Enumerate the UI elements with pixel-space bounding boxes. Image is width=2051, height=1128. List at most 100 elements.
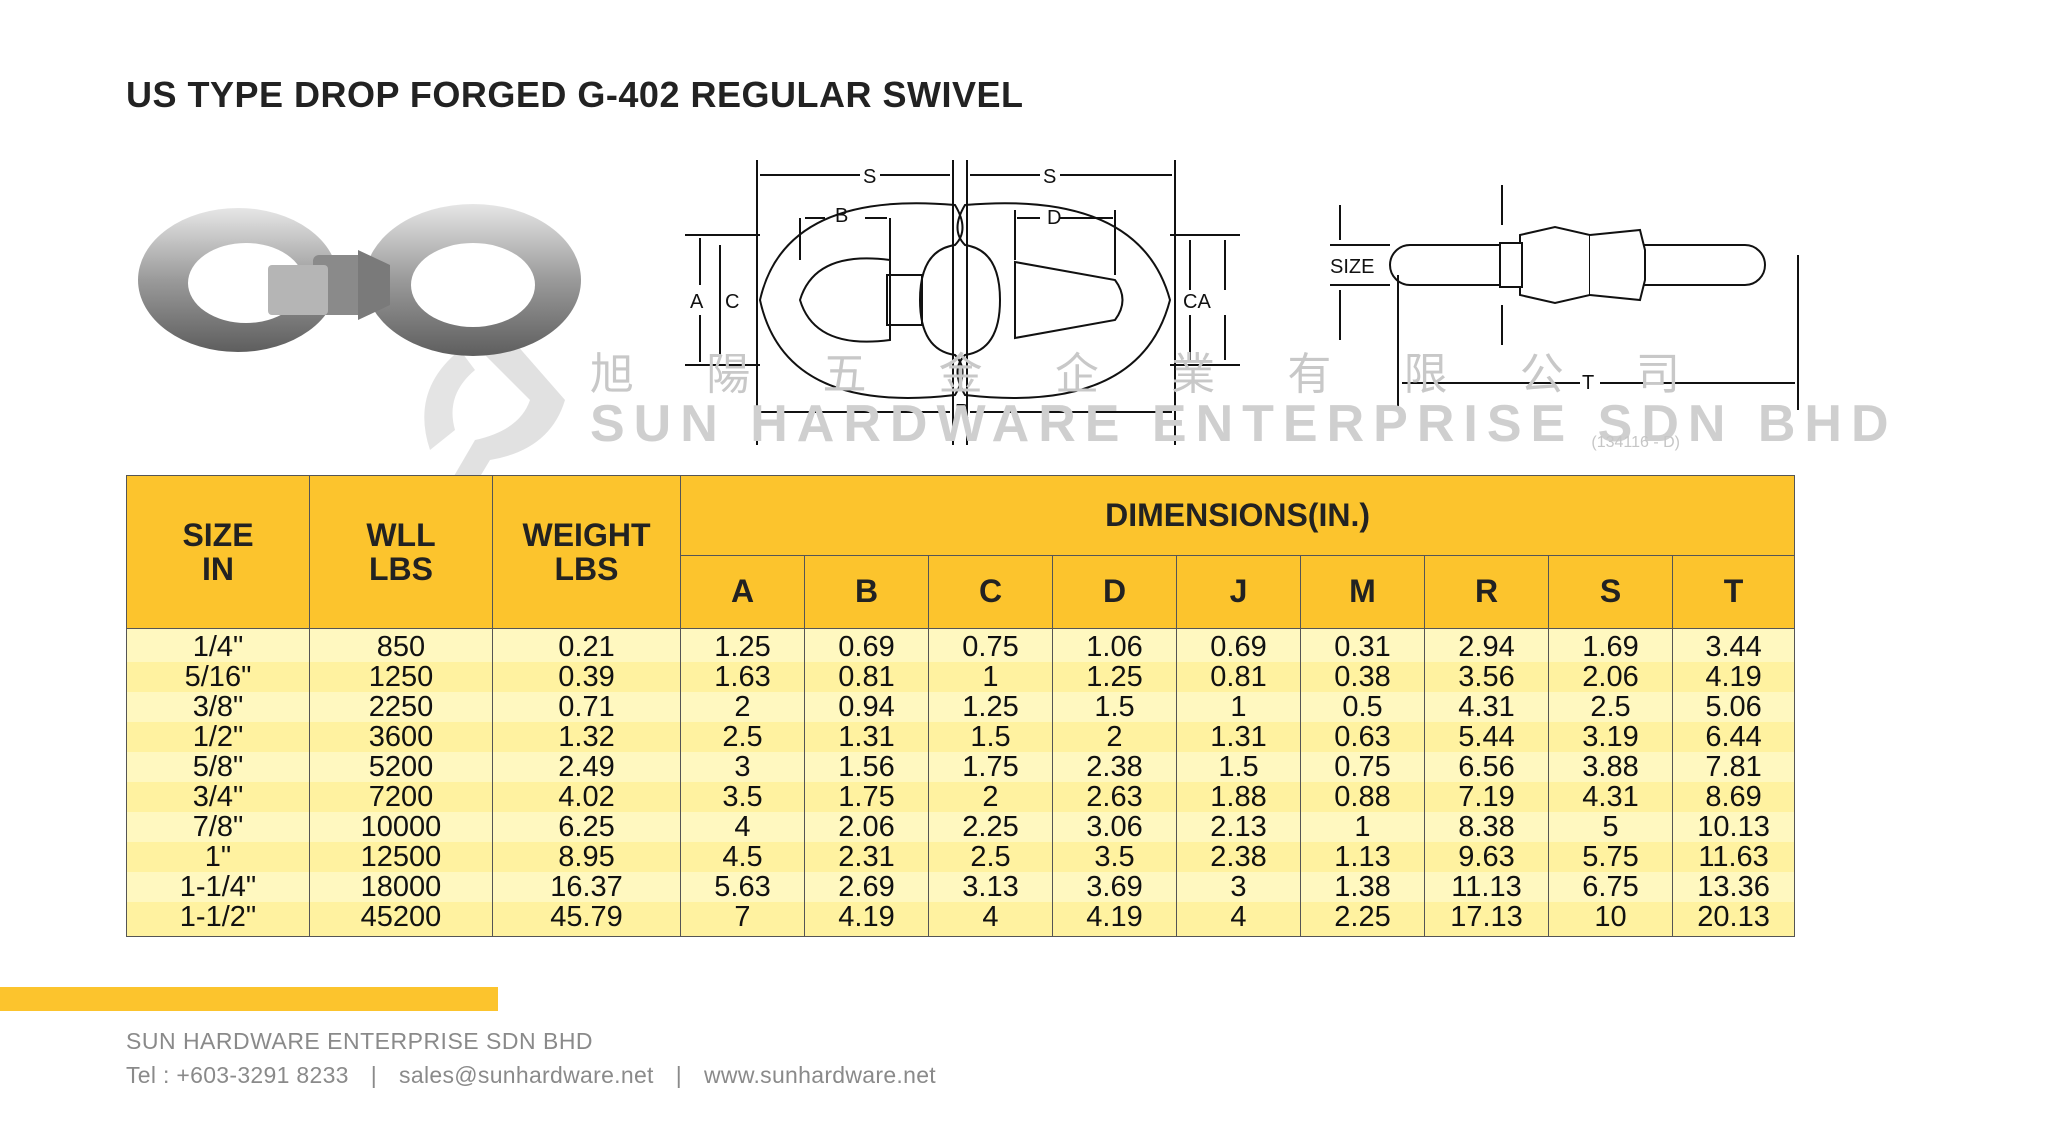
table-cell: 9.63 [1424,842,1549,872]
header-size: SIZE IN [126,475,310,629]
table-cell: 1-1/4" [126,872,310,902]
table-cell: 3600 [309,722,493,752]
table-cell: 2 [928,782,1053,812]
table-cell: 3/8" [126,692,310,722]
label-size: SIZE [1330,256,1374,278]
spec-table: SIZE IN WLL LBS WEIGHT LBS DIMENSIONS(IN.) … [126,475,1796,937]
table-row: 7/8" 10000 6.25 4 2.06 2.25 3.06 2.13 1 8.38 5 10.1… [126,812,1796,842]
header-dim-a: A [680,554,805,630]
table-cell: 1.88 [1176,782,1301,812]
table-cell: 2.06 [804,812,929,842]
table-cell: 2.49 [492,752,681,782]
table-cell: 1.31 [1176,722,1301,752]
watermark-logo [424,320,565,510]
table-cell: 1/4" [126,628,310,662]
table-cell: 1.25 [1052,662,1177,692]
table-cell: 16.37 [492,872,681,902]
table-cell: 0.88 [1300,782,1425,812]
table-cell: 8.69 [1671,782,1796,812]
table-cell: 45200 [309,902,493,937]
swivel-side-diagram: SIZE T [1330,185,1799,410]
table-cell: 2.25 [1300,902,1425,937]
table-cell: 1.5 [1052,692,1177,722]
table-cell: 0.81 [1176,662,1301,692]
table-cell: 1.31 [804,722,929,752]
table-cell: 1250 [309,662,493,692]
table-cell: 4.31 [1424,692,1549,722]
table-row: 1-1/4" 18000 16.37 5.63 2.69 3.13 3.69 3 1.38 11.… [126,872,1796,902]
table-cell: 6.44 [1671,722,1796,752]
table-cell: 0.69 [804,628,929,662]
table-cell: 2.31 [804,842,929,872]
table-cell: 4.31 [1548,782,1673,812]
table-cell: 1" [126,842,310,872]
table-cell: 3.5 [680,782,805,812]
table-cell: 10 [1548,902,1673,937]
table-cell: 1.25 [928,692,1053,722]
table-cell: 3.06 [1052,812,1177,842]
table-cell: 17.13 [1424,902,1549,937]
table-row: 1" 12500 8.95 4.5 2.31 2.5 3.5 2.38 1.13 9.63 5.75… [126,842,1796,872]
table-cell: 3.88 [1548,752,1673,782]
table-cell: 4 [928,902,1053,937]
table-cell: 1.13 [1300,842,1425,872]
table-cell: 850 [309,628,493,662]
table-cell: 6.56 [1424,752,1549,782]
table-cell: 1.32 [492,722,681,752]
header-dim-j: J [1176,554,1301,630]
table-cell: 1 [1300,812,1425,842]
table-cell: 3.13 [928,872,1053,902]
label-b: B [835,205,848,227]
swivel-photo [138,204,581,356]
table-cell: 4.19 [804,902,929,937]
table-cell: 3.5 [1052,842,1177,872]
table-cell: 3.69 [1052,872,1177,902]
table-cell: 2.5 [928,842,1053,872]
page-title: US TYPE DROP FORGED G-402 REGULAR SWIVEL [126,74,1024,115]
table-cell: 2.5 [1548,692,1673,722]
table-cell: 2250 [309,692,493,722]
table-cell: 8.38 [1424,812,1549,842]
table-cell: 1.5 [1176,752,1301,782]
table-cell: 0.75 [928,628,1053,662]
table-cell: 2.06 [1548,662,1673,692]
header-dim-c: C [928,554,1053,630]
table-cell: 10000 [309,812,493,842]
header-dim-r: R [1424,554,1549,630]
footer-separator: | [675,1062,683,1088]
table-cell: 4.19 [1052,902,1177,937]
footer-email[interactable]: sales@sunhardware.net [399,1062,654,1088]
table-cell: 1 [928,662,1053,692]
accent-bar [0,987,498,1011]
table-cell: 5200 [309,752,493,782]
table-cell: 2.13 [1176,812,1301,842]
table-row: 3/4" 7200 4.02 3.5 1.75 2 2.63 1.88 0.88 7.19 4.31… [126,782,1796,812]
table-cell: 4.02 [492,782,681,812]
label-t: T [1582,372,1594,394]
label-r: R [955,401,969,423]
table-cell: 1.75 [928,752,1053,782]
table-cell: 1.38 [1300,872,1425,902]
label-a: A [690,291,704,313]
header-wll: WLL LBS [309,475,493,629]
watermark: 旭 陽 五 金 企 業 有 限 公 司 SUN HARDWARE ENTERPR… [590,338,1889,454]
table-cell: 0.71 [492,692,681,722]
table-cell: 3 [1176,872,1301,902]
label-d: D [1047,207,1061,229]
header-weight: WEIGHT LBS [492,475,681,629]
header-dim-s: S [1548,554,1673,630]
table-cell: 0.94 [804,692,929,722]
header-dim-t: T [1671,554,1796,630]
table-cell: 2 [1052,722,1177,752]
table-cell: 0.39 [492,662,681,692]
table-cell: 3 [680,752,805,782]
table-cell: 5.63 [680,872,805,902]
footer-separator: | [370,1062,378,1088]
footer-website[interactable]: www.sunhardware.net [704,1062,936,1088]
table-cell: 5.06 [1671,692,1796,722]
table-cell: 5/8" [126,752,310,782]
header-dimensions: DIMENSIONS(IN.) [679,475,1796,556]
table-cell: 0.5 [1300,692,1425,722]
table-cell: 0.21 [492,628,681,662]
table-cell: 2.25 [928,812,1053,842]
